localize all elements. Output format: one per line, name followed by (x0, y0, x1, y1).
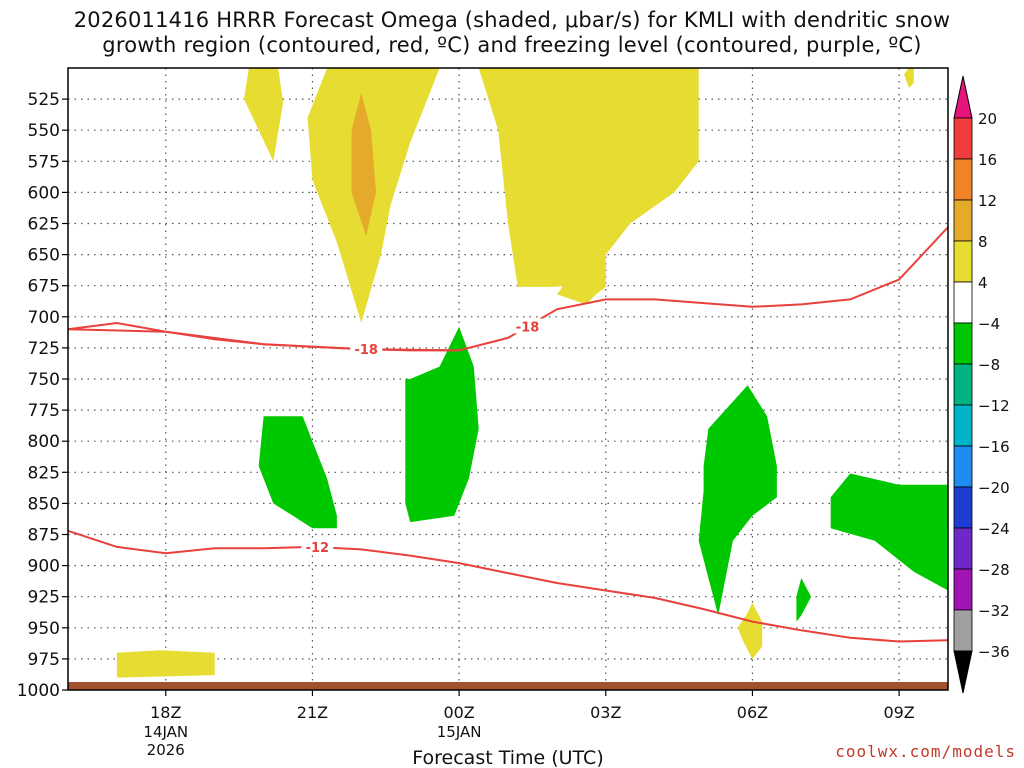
colorbar-label: 20 (978, 110, 997, 128)
colorbar-swatch (953, 568, 973, 611)
colorbar-swatch (953, 609, 973, 652)
colorbar-label: 16 (978, 151, 997, 169)
colorbar-label: −4 (978, 315, 1000, 333)
contour-label-bg (511, 318, 544, 334)
colorbar-label: −28 (978, 561, 1010, 579)
y-tick-label: 875 (28, 526, 60, 546)
y-tick-label: 950 (28, 619, 60, 639)
temp-contour-1 (68, 328, 460, 352)
colorbar-swatch (953, 363, 973, 406)
x-tick-label: 03Z (590, 703, 621, 722)
colorbar-label: −24 (978, 520, 1010, 538)
y-tick-label: 775 (28, 401, 60, 421)
y-tick-label: 525 (28, 90, 60, 110)
temp-contour-0 (68, 226, 948, 352)
plot-area: -18 -18 -12 (68, 68, 948, 690)
colorbar-label: −16 (978, 438, 1010, 456)
contour-label: -18 (354, 343, 378, 358)
colorbar-label: −12 (978, 397, 1010, 415)
omega-region-3 (478, 68, 699, 287)
terrain-band (68, 682, 948, 690)
colorbar-swatch (953, 199, 973, 242)
y-tick-label: 850 (28, 494, 60, 514)
chart-title-line-1: 2026011416 HRRR Forecast Omega (shaded, … (73, 8, 951, 32)
colorbar-swatch (953, 527, 973, 570)
colorbar-bottom-arrow (953, 650, 973, 694)
credit-link[interactable]: coolwx.com/models (835, 742, 1016, 761)
contour-label-bg (301, 539, 334, 555)
y-tick-label: 725 (28, 339, 60, 359)
colorbar-label: 12 (978, 192, 997, 210)
y-tick-label: 900 (28, 557, 60, 577)
y-tick-label: 575 (28, 152, 60, 172)
omega-region-10 (698, 385, 777, 616)
colorbar-label: 8 (978, 233, 988, 251)
y-tick-label: 600 (28, 183, 60, 203)
colorbar-swatch (953, 117, 973, 160)
omega-region-9 (405, 326, 479, 523)
y-tick-label: 800 (28, 432, 60, 452)
y-tick-label: 550 (28, 121, 60, 141)
omega-region-4 (556, 274, 606, 305)
colorbar-swatch (953, 445, 973, 488)
y-tick-label: 1000 (17, 681, 60, 701)
x-tick-label: 06Z (737, 703, 768, 722)
colorbar-label: −20 (978, 479, 1010, 497)
x-tick-label: 21Z (297, 703, 328, 722)
x-tick-label: 09Z (883, 703, 914, 722)
omega-region-11 (796, 578, 812, 622)
omega-region-12 (830, 473, 948, 591)
colorbar-swatch (953, 158, 973, 201)
x-axis-label: Forecast Time (UTC) (412, 747, 603, 768)
y-tick-label: 700 (28, 308, 60, 328)
colorbar-swatch (953, 404, 973, 447)
y-tick-label: 750 (28, 370, 60, 390)
y-tick-label: 675 (28, 277, 60, 297)
x-tick-date: 14JAN (143, 723, 188, 741)
y-tick-label: 650 (28, 246, 60, 266)
x-tick-date: 15JAN (437, 723, 482, 741)
contour-label: -12 (306, 541, 330, 556)
y-tick-label: 925 (28, 588, 60, 608)
colorbar-label: −36 (978, 643, 1010, 661)
colorbar-label: −32 (978, 602, 1010, 620)
x-tick-year: 2026 (147, 741, 185, 759)
x-tick-label: 00Z (443, 703, 474, 722)
y-tick-label: 975 (28, 650, 60, 670)
contour-label-bg (350, 341, 383, 357)
omega-region-7 (737, 602, 763, 659)
omega-region-5 (904, 68, 914, 88)
chart-title-line-2: growth region (contoured, red, ºC) and f… (102, 33, 922, 57)
omega-region-2 (351, 92, 376, 236)
colorbar-label: −8 (978, 356, 1000, 374)
colorbar-label: 4 (978, 274, 988, 292)
omega-region-8 (258, 416, 337, 529)
colorbar-swatch (953, 281, 973, 324)
colorbar-top-arrow (953, 75, 973, 119)
y-tick-label: 825 (28, 463, 60, 483)
colorbar-swatch (953, 240, 973, 283)
y-tick-label: 625 (28, 215, 60, 235)
contour-label: -18 (516, 321, 540, 336)
colorbar-swatch (953, 486, 973, 529)
omega-region-0 (244, 68, 284, 162)
temp-contour-2 (68, 529, 948, 643)
colorbar-swatch (953, 322, 973, 365)
x-tick-label: 18Z (150, 703, 181, 722)
omega-region-6 (116, 650, 215, 678)
